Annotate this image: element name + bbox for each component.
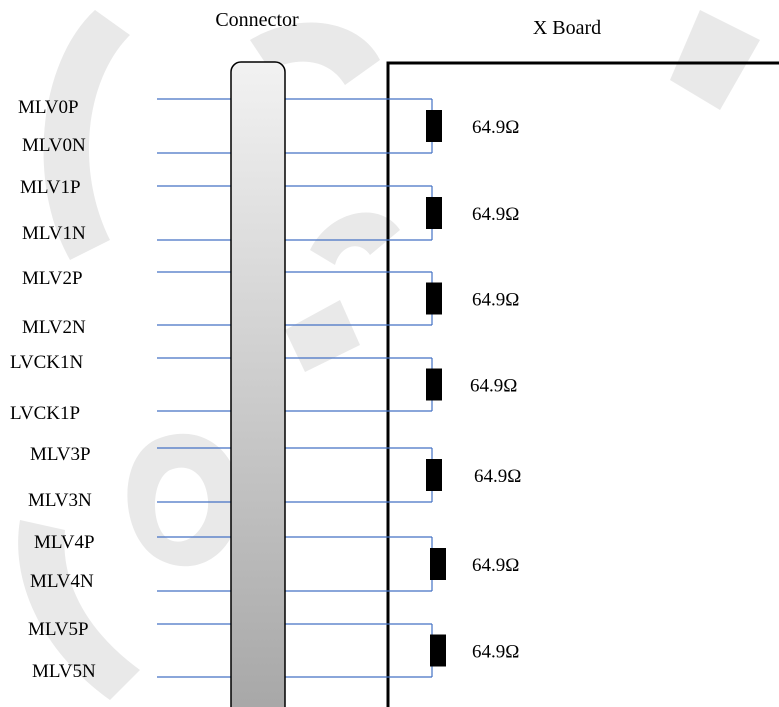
wire-group [157,98,432,678]
signal-label: MLV0N [22,135,86,156]
resistor-body [426,197,442,229]
connector-body [230,61,286,707]
signal-label: MLV1N [22,223,86,244]
connector-header: Connector [215,9,299,31]
signal-label: MLV3N [28,490,92,511]
signal-label: MLV5N [32,661,96,682]
watermark [18,10,760,700]
resistor-body [430,634,446,667]
resistor-body [430,548,446,580]
signal-label: MLV4N [30,571,94,592]
x-board-outline [386,61,779,707]
resistor-value: 64.9Ω [470,376,517,397]
resistor-value: 64.9Ω [472,555,519,576]
resistor-value: 64.9Ω [472,204,519,225]
signal-label: MLV2N [22,317,86,338]
resistor-value: 64.9Ω [472,290,519,311]
resistor-body [426,110,442,142]
resistor-value: 64.9Ω [472,642,519,663]
signal-label: MLV4P [34,532,95,553]
resistor-value: 64.9Ω [472,117,519,138]
signal-label: MLV5P [28,619,89,640]
signal-label-group: MLV0P MLV0N MLV1P MLV1N MLV2P MLV2N LVCK1N LVCK… [10,97,96,682]
resistor-value: 64.9Ω [474,466,521,487]
signal-label: LVCK1P [10,403,80,424]
resistor-body [426,459,442,491]
resistor-body [426,368,442,401]
resistor-group: 64.9Ω 64.9Ω 64.9Ω 64.9Ω 64.9Ω 64.9Ω 64.9Ω [426,99,521,677]
signal-label: LVCK1N [10,352,83,373]
signal-label: MLV3P [30,444,91,465]
signal-label: MLV2P [22,268,83,289]
board-header: X Board [533,17,601,39]
signal-label: MLV1P [20,177,81,198]
signal-label: MLV0P [18,97,79,118]
resistor-body [426,282,442,315]
